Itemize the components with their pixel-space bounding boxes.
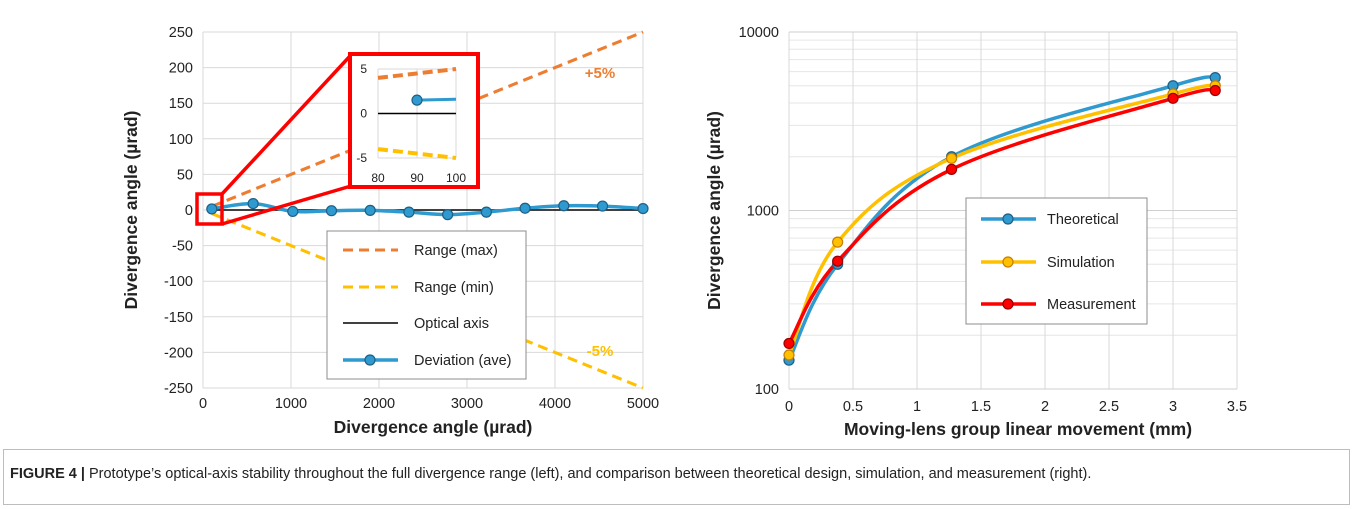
y-axis-label: Divergence angle (µrad) xyxy=(704,111,724,310)
x-tick-label: 0 xyxy=(785,399,793,415)
simulation-point xyxy=(783,349,795,361)
zoom-connector-top xyxy=(220,53,353,196)
y-tick-label: 200 xyxy=(169,61,193,77)
x-tick-label: 1 xyxy=(913,399,921,415)
y-axis-label: Divergence angle (µrad) xyxy=(121,111,141,310)
caption-label: FIGURE 4 | xyxy=(10,466,85,482)
x-tick-label: 1.5 xyxy=(971,399,991,415)
zoom-region-box xyxy=(195,192,224,226)
caption-text: Prototype’s optical-axis stability throu… xyxy=(84,466,1092,482)
legend-marker-theoretical xyxy=(1002,213,1014,225)
x-tick-label: 1000 xyxy=(275,396,307,412)
simulation-point xyxy=(945,152,958,164)
y-tick-label: 250 xyxy=(169,25,193,41)
inset-x-tick-label: 90 xyxy=(410,171,424,185)
deviation-point xyxy=(596,200,609,212)
inset-y-tick-label: 0 xyxy=(360,107,367,121)
annotation-minus5: -5% xyxy=(587,343,614,360)
deviation-point xyxy=(558,200,570,212)
inset-y-tick-label: 5 xyxy=(360,62,367,76)
figure-caption: FIGURE 4 | Prototype’s optical-axis stab… xyxy=(10,464,1340,484)
deviation-point xyxy=(442,209,454,221)
legend-label: Simulation xyxy=(1047,255,1115,271)
legend-label: Optical axis xyxy=(414,316,489,332)
y-tick-label: -250 xyxy=(164,381,193,397)
inset-deviation-line xyxy=(416,97,457,102)
x-tick-label: 4000 xyxy=(539,396,571,412)
x-tick-label: 3000 xyxy=(451,396,483,412)
y-tick-label: -150 xyxy=(164,310,193,326)
y-tick-label: -200 xyxy=(164,345,193,361)
caption-box: FIGURE 4 | Prototype’s optical-axis stab… xyxy=(3,449,1350,505)
x-axis-label: Moving-lens group linear movement (mm) xyxy=(844,419,1192,439)
legend-box xyxy=(326,230,527,380)
inset-x-tick-label: 80 xyxy=(371,171,385,185)
annotation-plus5: +5% xyxy=(585,65,615,82)
legend-marker-measurement xyxy=(1002,298,1014,310)
y-tick-label: -50 xyxy=(172,239,193,255)
inset-deviation-point xyxy=(411,94,423,106)
y-tick-label: 1000 xyxy=(747,204,779,220)
legend-marker-simulation xyxy=(1002,256,1014,268)
x-tick-label: 5000 xyxy=(627,396,659,412)
deviation-point xyxy=(206,203,218,215)
x-tick-label: 3.5 xyxy=(1227,399,1247,415)
x-tick-label: 0.5 xyxy=(843,399,863,415)
legend-swatch-deviation-marker xyxy=(364,354,376,366)
deviation-point xyxy=(364,204,376,216)
deviation-point xyxy=(247,197,259,210)
deviation-point xyxy=(637,202,649,215)
y-tick-label: 10000 xyxy=(739,25,779,41)
legend-label: Theoretical xyxy=(1047,212,1119,228)
legend-label: Measurement xyxy=(1047,297,1136,313)
deviation-point xyxy=(519,202,531,214)
measurement-point xyxy=(783,337,795,350)
deviation-point xyxy=(480,206,492,218)
left-chart: 0 1000 2000 3000 4000 5000-250-200-150-100-50… xyxy=(121,25,659,437)
y-tick-label: 0 xyxy=(185,203,193,219)
inset-range-max xyxy=(377,67,457,80)
measurement-point xyxy=(945,163,958,175)
measurement-point xyxy=(832,255,844,267)
y-tick-label: 100 xyxy=(169,132,193,148)
deviation-point xyxy=(403,206,415,218)
legend-label: Range (min) xyxy=(414,280,494,296)
deviation-point xyxy=(287,205,299,218)
inset-y-tick-label: -5 xyxy=(356,151,367,165)
legend-label: Deviation (ave) xyxy=(414,353,512,369)
inset-x-tick-label: 100 xyxy=(446,171,466,185)
legend-label: Range (max) xyxy=(414,243,498,259)
inset-range-min xyxy=(377,147,457,160)
x-tick-label: 2.5 xyxy=(1099,399,1119,415)
y-tick-label: -100 xyxy=(164,274,193,290)
x-tick-label: 3 xyxy=(1169,399,1177,415)
inset-frame xyxy=(348,52,480,189)
measurement-point xyxy=(1209,84,1221,97)
y-tick-label: 100 xyxy=(755,382,779,398)
zoom-connector-bottom xyxy=(221,184,352,226)
x-axis-label: Divergence angle (µrad) xyxy=(334,417,533,437)
deviation-point xyxy=(325,205,338,217)
x-tick-label: 0 xyxy=(199,396,207,412)
y-tick-label: 50 xyxy=(177,167,193,183)
y-tick-label: 150 xyxy=(169,96,193,112)
simulation-point xyxy=(832,236,844,248)
x-tick-label: 2 xyxy=(1041,399,1049,415)
measurement-point xyxy=(1167,92,1179,104)
right-chart: 0 0.5 1 1.5 2 2.5 3 3.5 100 1000 10000 Moving-lens … xyxy=(704,25,1247,439)
x-tick-label: 2000 xyxy=(363,396,395,412)
